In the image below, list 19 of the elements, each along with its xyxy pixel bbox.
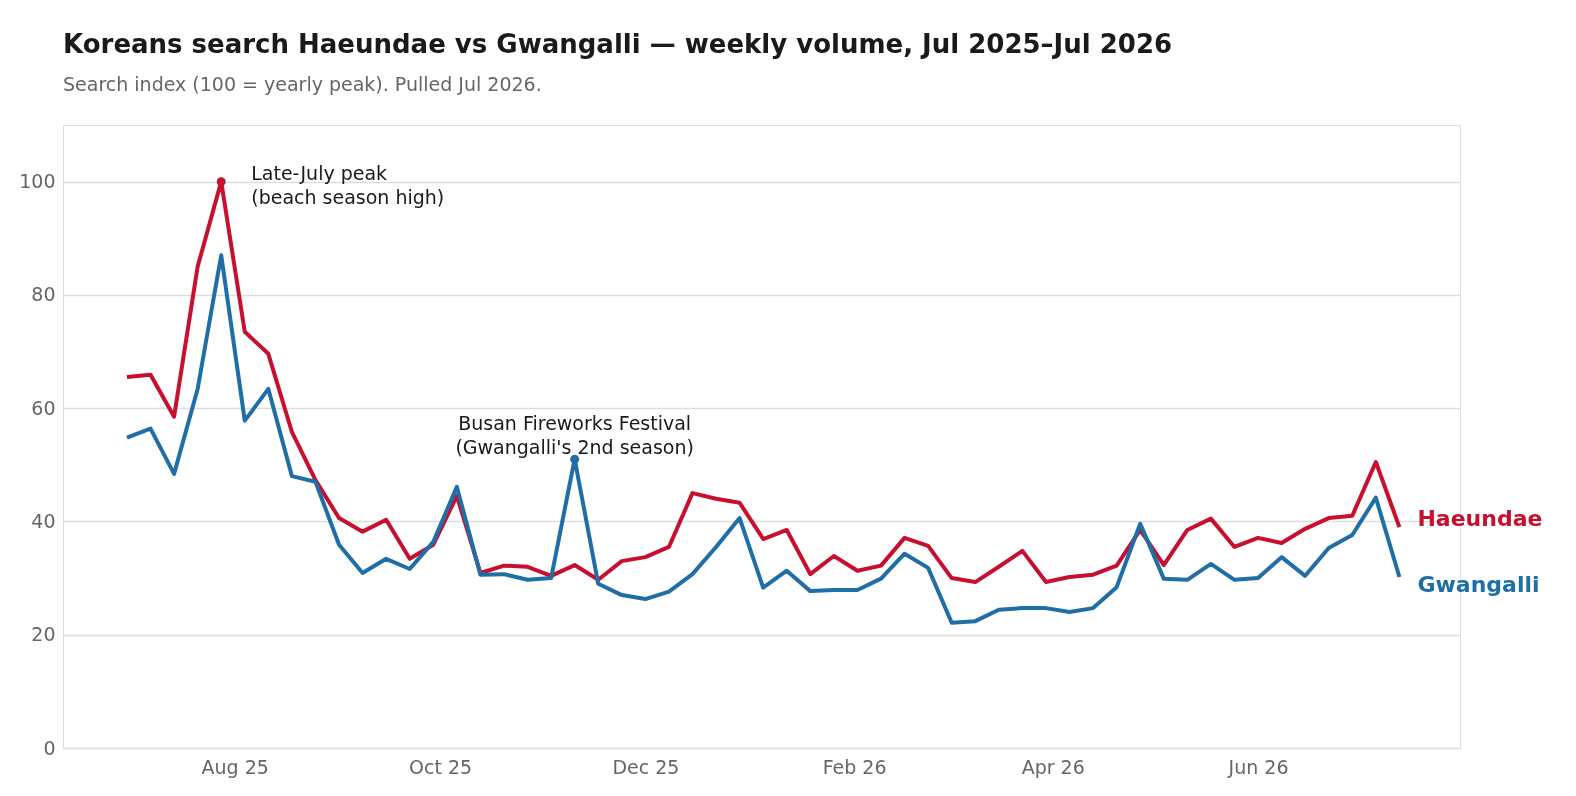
line-series <box>124 253 1402 625</box>
chart-subtitle: Search index (100 = yearly peak). Pulled Jul 2026. <box>63 73 542 95</box>
y-tick-label: 40 <box>31 509 56 532</box>
series-label: Gwangalli <box>1417 571 1540 597</box>
x-tick-label: Feb 26 <box>822 755 887 778</box>
y-tick-label: 0 <box>43 736 56 759</box>
series-label: Haeundae <box>1417 506 1543 532</box>
x-tick-label: Oct 25 <box>408 755 473 778</box>
y-tick-label: 80 <box>31 283 56 306</box>
chart-title: Koreans search Haeundae vs Gwangalli — weekly volume, Jul 2025–Jul 2026 <box>63 29 1173 59</box>
x-tick-label: Dec 25 <box>612 755 680 778</box>
y-tick-label: 60 <box>31 396 56 419</box>
y-tick-label: 100 <box>19 170 56 193</box>
annotation: Late-July peak (beach season high) <box>251 161 445 208</box>
x-tick-label: Apr 26 <box>1021 755 1085 778</box>
x-tick-label: Aug 25 <box>201 755 269 778</box>
x-tick-label: Jun 26 <box>1227 755 1289 778</box>
y-tick-label: 20 <box>31 623 56 646</box>
annotation: Busan Fireworks Festival (Gwangalli's 2nd season) <box>455 412 694 459</box>
